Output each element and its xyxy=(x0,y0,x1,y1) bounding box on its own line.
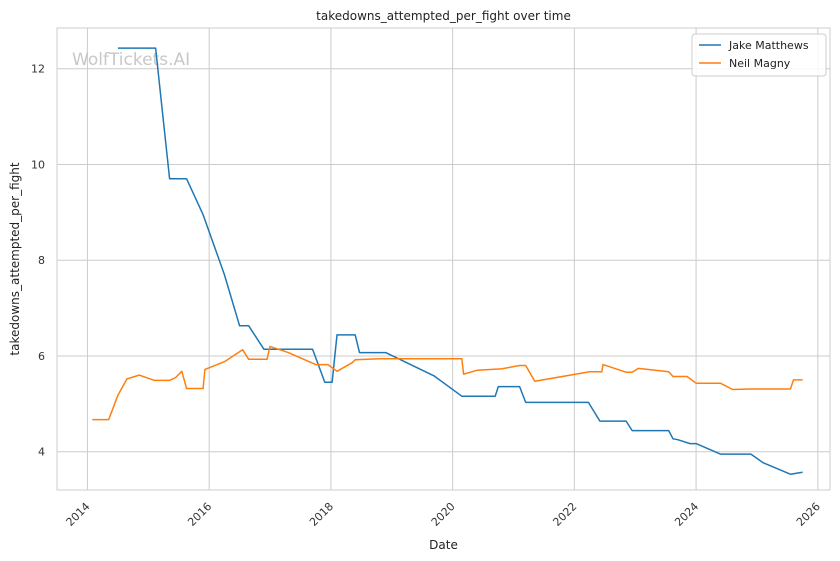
legend-label: Neil Magny xyxy=(729,57,791,70)
y-tick-label: 4 xyxy=(38,446,45,459)
y-axis-label: takedowns_attempted_per_fight xyxy=(8,162,22,355)
series-line-jake-matthews xyxy=(117,47,803,475)
y-tick-label: 6 xyxy=(38,350,45,363)
chart-title: takedowns_attempted_per_fight over time xyxy=(316,9,571,23)
x-axis-ticks: 2014 2016 2018 2020 2022 2024 2026 xyxy=(64,500,823,529)
plot-area-frame xyxy=(56,27,831,491)
series-lines xyxy=(92,47,803,475)
x-tick-label: 2018 xyxy=(307,500,336,529)
legend-box xyxy=(691,33,827,77)
x-tick-label: 2022 xyxy=(550,500,579,529)
legend-label: Jake Matthews xyxy=(728,39,809,52)
y-tick-label: 12 xyxy=(31,63,45,76)
x-tick-label: 2020 xyxy=(429,500,458,529)
y-tick-label: 8 xyxy=(38,254,45,267)
grid-lines xyxy=(57,28,830,490)
y-tick-label: 10 xyxy=(31,158,45,171)
y-axis-ticks: 4 6 8 10 12 xyxy=(31,63,45,459)
watermark-text: WolfTickets.AI xyxy=(72,50,190,70)
legend: Jake Matthews Neil Magny xyxy=(691,33,827,77)
x-tick-label: 2026 xyxy=(794,500,823,529)
x-tick-label: 2014 xyxy=(64,500,93,529)
x-tick-label: 2016 xyxy=(185,500,214,529)
x-axis-label: Date xyxy=(429,538,458,552)
x-tick-label: 2024 xyxy=(672,500,701,529)
series-line-neil-magny xyxy=(92,345,803,421)
